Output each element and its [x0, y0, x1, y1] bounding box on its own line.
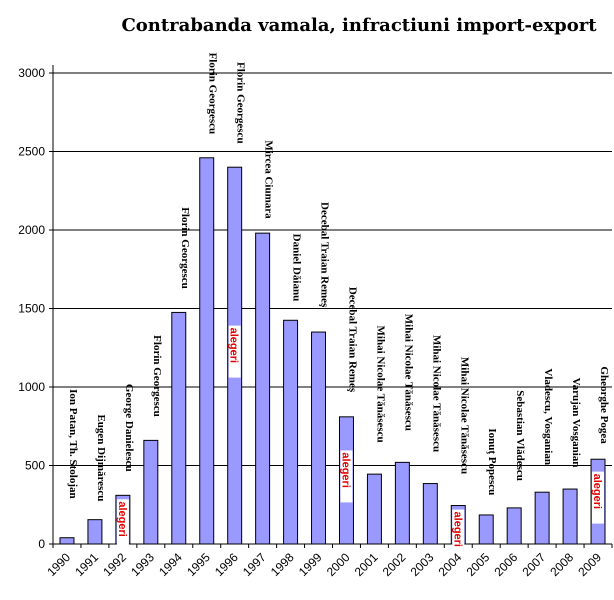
bar-2008 [562, 488, 578, 545]
y-tick-label: 2000 [18, 223, 45, 237]
x-tick-label: 2006 [492, 550, 521, 579]
y-tick-label: 500 [25, 459, 45, 473]
minister-label: Mircea Ciumara [263, 140, 275, 219]
minister-label: George Danielescu [123, 384, 135, 472]
x-tick-label: 2002 [380, 550, 409, 579]
x-tick-label: 2008 [547, 550, 576, 579]
minister-label: Ion Patan, Th. Stolojan [67, 389, 79, 499]
minister-label: Florin Georgescu [151, 335, 163, 417]
minister-labels: Ion Patan, Th. Stolojan Eugen Dijmărescu G… [67, 53, 610, 562]
x-tick-label: 1994 [156, 550, 185, 579]
minister-label: Gheorghe Pogea [598, 366, 610, 444]
minister-label: Eugen Dijmărescu [95, 414, 107, 501]
election-marker-bg [116, 499, 129, 552]
election-marker-bg [228, 325, 241, 378]
x-tick-label: 2007 [519, 550, 548, 579]
minister-label: Ionuţ Popescu [486, 428, 498, 495]
bar-1995 [199, 157, 215, 545]
bar-2001 [366, 473, 382, 545]
minister-label: Decebal Traian Remeş [346, 287, 358, 393]
y-tick-label: 3000 [18, 66, 45, 80]
x-tick-label: 2003 [408, 550, 437, 579]
minister-label: Florin Georgescu [235, 62, 247, 144]
minister-label: Sebastian Vlădescu [514, 390, 526, 481]
bars [59, 157, 606, 545]
x-tick-label: 1993 [128, 550, 157, 579]
election-marker: alegeri [451, 512, 463, 547]
bar-1999 [311, 331, 327, 545]
election-marker-bg [452, 509, 465, 562]
bar-1993 [143, 439, 159, 545]
bar-1998 [283, 319, 299, 545]
x-tick-label: 1997 [240, 550, 269, 579]
bar-2005 [478, 514, 494, 545]
bar-1991 [87, 519, 103, 545]
bar-2007 [534, 491, 550, 545]
election-marker-bg [340, 450, 353, 503]
x-tick-label: 1996 [212, 550, 241, 579]
minister-label: Daniel Dăianu [291, 234, 303, 302]
bar-2002 [394, 461, 410, 545]
y-axis-ticks: 0 500 1000 1500 2000 2500 3000 [18, 66, 53, 551]
election-marker: alegeri [339, 452, 351, 487]
election-marker-bg [592, 471, 605, 524]
y-tick-label: 2500 [18, 145, 45, 159]
axes [52, 65, 612, 545]
minister-label: Vladescu, Vosganian [542, 368, 554, 465]
minister-label: Mihai Nicolae Tănăsescu [402, 314, 414, 431]
minister-label: Florin Georgescu [207, 53, 219, 135]
minister-label: Mihai Nicolae Tănăsescu [374, 326, 386, 443]
election-marker: alegeri [228, 328, 240, 363]
x-tick-label: 2001 [352, 550, 381, 579]
minister-label: Decebal Traian Remeş [319, 202, 331, 308]
minister-label: Florin Georgescu [179, 207, 191, 289]
bar-2003 [422, 483, 438, 545]
x-tick-label: 1991 [72, 550, 101, 579]
x-tick-label: 1999 [296, 550, 325, 579]
y-tick-label: 1500 [18, 302, 45, 316]
election-marker: alegeri [116, 501, 128, 536]
x-tick-label: 1995 [184, 550, 213, 579]
x-axis-ticks: 1990 1991 1992 1993 1994 1995 1996 1997 1998 1999… [44, 544, 613, 579]
minister-label: Mihai Nicolae Tănăsescu [430, 335, 442, 452]
bar-1990 [59, 537, 75, 545]
grid-lines [53, 72, 612, 466]
bar-2006 [506, 507, 522, 545]
minister-label: Varujan Vosganian [570, 378, 582, 468]
minister-label: Mihai Nicolae Tănăsescu [458, 357, 470, 474]
x-tick-label: 2005 [464, 550, 493, 579]
election-marker: alegeri [591, 474, 603, 509]
bar-1994 [171, 311, 187, 545]
bar-1997 [255, 232, 271, 545]
x-tick-label: 2000 [324, 550, 353, 579]
x-tick-label: 1992 [100, 550, 129, 579]
y-tick-label: 1000 [18, 380, 45, 394]
x-tick-label: 2009 [575, 550, 604, 579]
x-tick-label: 1998 [268, 550, 297, 579]
chart-title: Contrabanda vamala, infractiuni import-e… [121, 15, 597, 36]
x-tick-label: 1990 [44, 550, 73, 579]
y-tick-label: 0 [38, 537, 45, 551]
